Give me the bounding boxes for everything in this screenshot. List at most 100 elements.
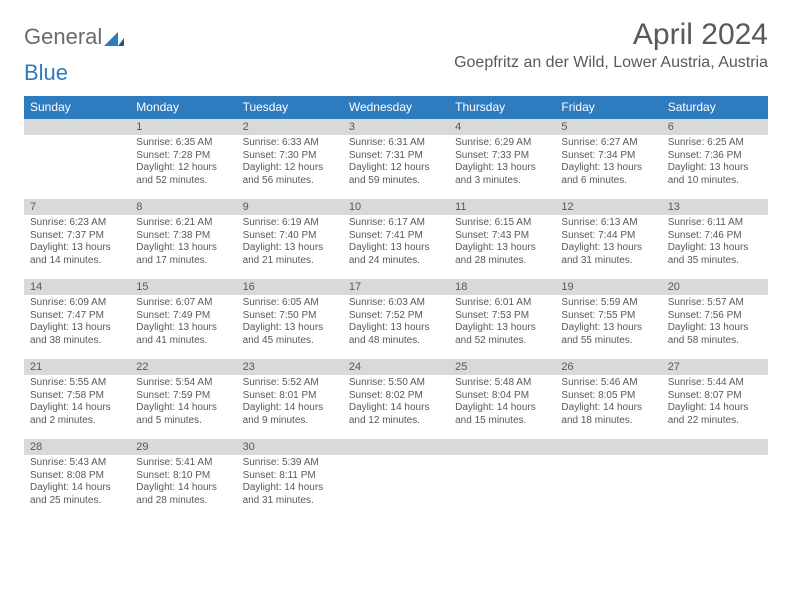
- sunset: Sunset: 7:58 PM: [30, 390, 124, 403]
- weekday-header: Thursday: [449, 96, 555, 119]
- day-cell: Sunrise: 6:17 AMSunset: 7:41 PMDaylight:…: [343, 215, 449, 279]
- day-cell: Sunrise: 6:21 AMSunset: 7:38 PMDaylight:…: [130, 215, 236, 279]
- daylight: Daylight: 14 hours and 9 minutes.: [243, 402, 337, 427]
- sunset: Sunset: 7:50 PM: [243, 310, 337, 323]
- sunrise: Sunrise: 6:21 AM: [136, 217, 230, 230]
- daynum-row: 14 15 16 17 18 19 20: [24, 279, 768, 295]
- weekday-header: Monday: [130, 96, 236, 119]
- day-number: 27: [662, 359, 768, 375]
- day-number: [343, 439, 449, 455]
- month-title: April 2024: [454, 18, 768, 52]
- day-number: 11: [449, 199, 555, 215]
- sunset: Sunset: 7:31 PM: [349, 150, 443, 163]
- daylight: Daylight: 14 hours and 28 minutes.: [136, 482, 230, 507]
- sunset: Sunset: 7:34 PM: [561, 150, 655, 163]
- day-cell: [449, 455, 555, 519]
- sunset: Sunset: 7:44 PM: [561, 230, 655, 243]
- daylight: Daylight: 14 hours and 2 minutes.: [30, 402, 124, 427]
- daylight: Daylight: 14 hours and 12 minutes.: [349, 402, 443, 427]
- day-number: 2: [237, 119, 343, 135]
- data-row: Sunrise: 6:35 AMSunset: 7:28 PMDaylight:…: [24, 135, 768, 199]
- day-cell: Sunrise: 6:07 AMSunset: 7:49 PMDaylight:…: [130, 295, 236, 359]
- day-number: 20: [662, 279, 768, 295]
- sunrise: Sunrise: 6:27 AM: [561, 137, 655, 150]
- day-number: [449, 439, 555, 455]
- day-cell: Sunrise: 6:01 AMSunset: 7:53 PMDaylight:…: [449, 295, 555, 359]
- sunset: Sunset: 7:40 PM: [243, 230, 337, 243]
- sunrise: Sunrise: 5:39 AM: [243, 457, 337, 470]
- daylight: Daylight: 12 hours and 59 minutes.: [349, 162, 443, 187]
- sunrise: Sunrise: 5:52 AM: [243, 377, 337, 390]
- sunset: Sunset: 8:04 PM: [455, 390, 549, 403]
- data-row: Sunrise: 6:23 AMSunset: 7:37 PMDaylight:…: [24, 215, 768, 279]
- day-cell: Sunrise: 6:27 AMSunset: 7:34 PMDaylight:…: [555, 135, 661, 199]
- sunset: Sunset: 7:46 PM: [668, 230, 762, 243]
- day-cell: [24, 135, 130, 199]
- sunrise: Sunrise: 6:25 AM: [668, 137, 762, 150]
- daylight: Daylight: 12 hours and 56 minutes.: [243, 162, 337, 187]
- sunrise: Sunrise: 6:31 AM: [349, 137, 443, 150]
- sunrise: Sunrise: 5:50 AM: [349, 377, 443, 390]
- day-number: 30: [237, 439, 343, 455]
- day-cell: Sunrise: 5:43 AMSunset: 8:08 PMDaylight:…: [24, 455, 130, 519]
- day-cell: Sunrise: 5:54 AMSunset: 7:59 PMDaylight:…: [130, 375, 236, 439]
- day-number: 7: [24, 199, 130, 215]
- sunset: Sunset: 7:36 PM: [668, 150, 762, 163]
- day-number: 14: [24, 279, 130, 295]
- weekday-header-row: Sunday Monday Tuesday Wednesday Thursday…: [24, 96, 768, 119]
- day-number: [24, 119, 130, 135]
- sunset: Sunset: 8:11 PM: [243, 470, 337, 483]
- daynum-row: 7 8 9 10 11 12 13: [24, 199, 768, 215]
- sunrise: Sunrise: 6:13 AM: [561, 217, 655, 230]
- day-cell: Sunrise: 6:29 AMSunset: 7:33 PMDaylight:…: [449, 135, 555, 199]
- sunset: Sunset: 7:55 PM: [561, 310, 655, 323]
- day-number: 3: [343, 119, 449, 135]
- day-number: 25: [449, 359, 555, 375]
- day-number: 21: [24, 359, 130, 375]
- daylight: Daylight: 13 hours and 14 minutes.: [30, 242, 124, 267]
- daylight: Daylight: 13 hours and 45 minutes.: [243, 322, 337, 347]
- day-number: 15: [130, 279, 236, 295]
- daylight: Daylight: 13 hours and 3 minutes.: [455, 162, 549, 187]
- day-cell: Sunrise: 6:31 AMSunset: 7:31 PMDaylight:…: [343, 135, 449, 199]
- day-number: 29: [130, 439, 236, 455]
- day-cell: Sunrise: 5:39 AMSunset: 8:11 PMDaylight:…: [237, 455, 343, 519]
- sunrise: Sunrise: 5:41 AM: [136, 457, 230, 470]
- daylight: Daylight: 13 hours and 41 minutes.: [136, 322, 230, 347]
- calendar-page: General April 2024 Goepfritz an der Wild…: [0, 0, 792, 519]
- daylight: Daylight: 13 hours and 31 minutes.: [561, 242, 655, 267]
- sunset: Sunset: 7:49 PM: [136, 310, 230, 323]
- day-number: 8: [130, 199, 236, 215]
- daynum-row: 1 2 3 4 5 6: [24, 119, 768, 135]
- daylight: Daylight: 13 hours and 38 minutes.: [30, 322, 124, 347]
- sunrise: Sunrise: 5:43 AM: [30, 457, 124, 470]
- logo-text-a: General: [24, 24, 102, 50]
- day-number: 1: [130, 119, 236, 135]
- sunset: Sunset: 7:33 PM: [455, 150, 549, 163]
- sunrise: Sunrise: 5:55 AM: [30, 377, 124, 390]
- day-cell: Sunrise: 5:57 AMSunset: 7:56 PMDaylight:…: [662, 295, 768, 359]
- sunset: Sunset: 7:52 PM: [349, 310, 443, 323]
- sunrise: Sunrise: 6:33 AM: [243, 137, 337, 150]
- day-cell: Sunrise: 6:11 AMSunset: 7:46 PMDaylight:…: [662, 215, 768, 279]
- daylight: Daylight: 13 hours and 28 minutes.: [455, 242, 549, 267]
- sunset: Sunset: 7:47 PM: [30, 310, 124, 323]
- sunrise: Sunrise: 6:03 AM: [349, 297, 443, 310]
- day-cell: Sunrise: 6:19 AMSunset: 7:40 PMDaylight:…: [237, 215, 343, 279]
- day-cell: Sunrise: 6:33 AMSunset: 7:30 PMDaylight:…: [237, 135, 343, 199]
- day-cell: Sunrise: 5:52 AMSunset: 8:01 PMDaylight:…: [237, 375, 343, 439]
- day-cell: [343, 455, 449, 519]
- day-number: 24: [343, 359, 449, 375]
- sunrise: Sunrise: 5:46 AM: [561, 377, 655, 390]
- day-cell: Sunrise: 5:46 AMSunset: 8:05 PMDaylight:…: [555, 375, 661, 439]
- day-number: 12: [555, 199, 661, 215]
- day-number: 19: [555, 279, 661, 295]
- sunset: Sunset: 8:01 PM: [243, 390, 337, 403]
- day-cell: Sunrise: 6:15 AMSunset: 7:43 PMDaylight:…: [449, 215, 555, 279]
- day-cell: Sunrise: 6:09 AMSunset: 7:47 PMDaylight:…: [24, 295, 130, 359]
- weekday-header: Sunday: [24, 96, 130, 119]
- day-cell: Sunrise: 6:35 AMSunset: 7:28 PMDaylight:…: [130, 135, 236, 199]
- sunset: Sunset: 7:38 PM: [136, 230, 230, 243]
- daylight: Daylight: 13 hours and 48 minutes.: [349, 322, 443, 347]
- calendar-table: Sunday Monday Tuesday Wednesday Thursday…: [24, 96, 768, 519]
